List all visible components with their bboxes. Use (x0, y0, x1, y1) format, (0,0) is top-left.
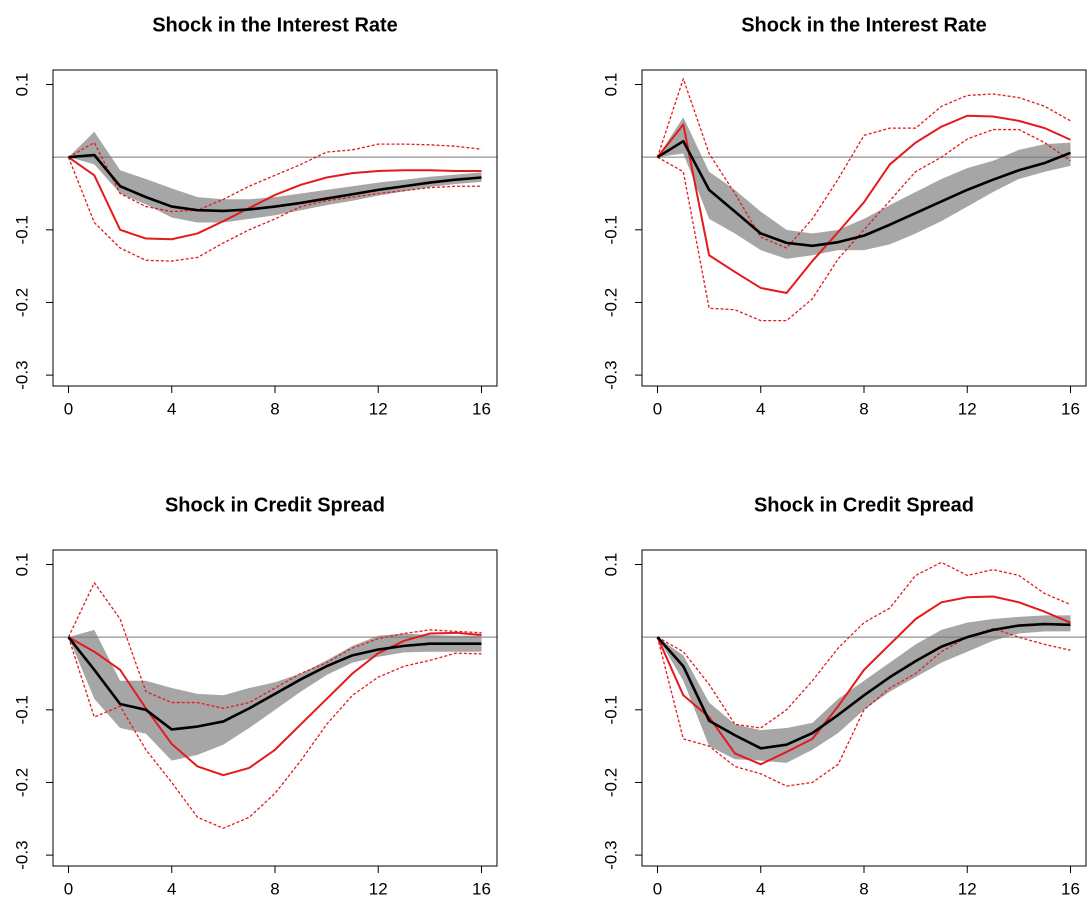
y-tick-label: -0.3 (12, 360, 31, 389)
series-line (656, 595, 1071, 766)
series-line (656, 622, 1071, 750)
y-tick-label: -0.1 (601, 695, 620, 724)
x-tick-label: 0 (653, 399, 662, 418)
panel-title: Shock in the Interest Rate (152, 14, 398, 36)
y-tick-label: -0.2 (12, 768, 31, 797)
series-line (68, 141, 482, 213)
panel-title: Shock in Credit Spread (165, 494, 385, 516)
y-tick-label: -0.1 (12, 215, 31, 244)
series-line (656, 627, 1071, 787)
panel-title: Shock in the Interest Rate (741, 14, 987, 36)
y-tick-label: 0.1 (601, 553, 620, 577)
x-tick-label: 16 (1061, 399, 1080, 418)
series-line (67, 582, 482, 710)
y-tick-label: 0.1 (12, 73, 31, 97)
x-tick-label: 8 (270, 879, 279, 898)
x-tick-label: 12 (369, 879, 388, 898)
series-line (656, 139, 1071, 248)
series-line (67, 636, 482, 731)
confidence-band (68, 131, 482, 223)
x-tick-label: 4 (167, 399, 176, 418)
x-tick-label: 0 (64, 879, 73, 898)
x-tick-label: 8 (270, 399, 279, 418)
y-tick-label: -0.1 (601, 215, 620, 244)
x-tick-label: 4 (756, 399, 765, 418)
series-line (656, 114, 1071, 295)
x-tick-label: 0 (64, 399, 73, 418)
series-line (67, 156, 482, 262)
x-tick-label: 4 (756, 879, 765, 898)
x-tick-label: 16 (472, 879, 491, 898)
confidence-band (657, 117, 1071, 259)
y-tick-label: 0.1 (12, 553, 31, 577)
panel-title: Shock in Credit Spread (754, 494, 974, 516)
x-tick-label: 16 (1061, 879, 1080, 898)
x-tick-label: 12 (958, 879, 977, 898)
series-line (67, 156, 482, 241)
series-line (67, 636, 482, 829)
x-tick-label: 12 (958, 399, 977, 418)
y-tick-label: -0.2 (601, 768, 620, 797)
series-line (656, 78, 1071, 249)
x-tick-label: 4 (167, 879, 176, 898)
x-tick-label: 8 (859, 879, 868, 898)
y-tick-label: -0.3 (601, 840, 620, 869)
y-tick-label: -0.3 (601, 360, 620, 389)
y-tick-label: -0.2 (12, 288, 31, 317)
x-tick-label: 8 (859, 399, 868, 418)
series-line (657, 561, 1071, 729)
x-tick-label: 0 (653, 879, 662, 898)
x-tick-label: 12 (369, 399, 388, 418)
y-tick-label: 0.1 (601, 73, 620, 97)
series-line (657, 128, 1071, 322)
series-line (68, 153, 482, 213)
x-tick-label: 16 (472, 399, 491, 418)
y-tick-label: -0.2 (601, 288, 620, 317)
series-line (67, 631, 482, 777)
y-tick-label: -0.3 (12, 840, 31, 869)
confidence-band (657, 615, 1071, 763)
y-tick-label: -0.1 (12, 695, 31, 724)
